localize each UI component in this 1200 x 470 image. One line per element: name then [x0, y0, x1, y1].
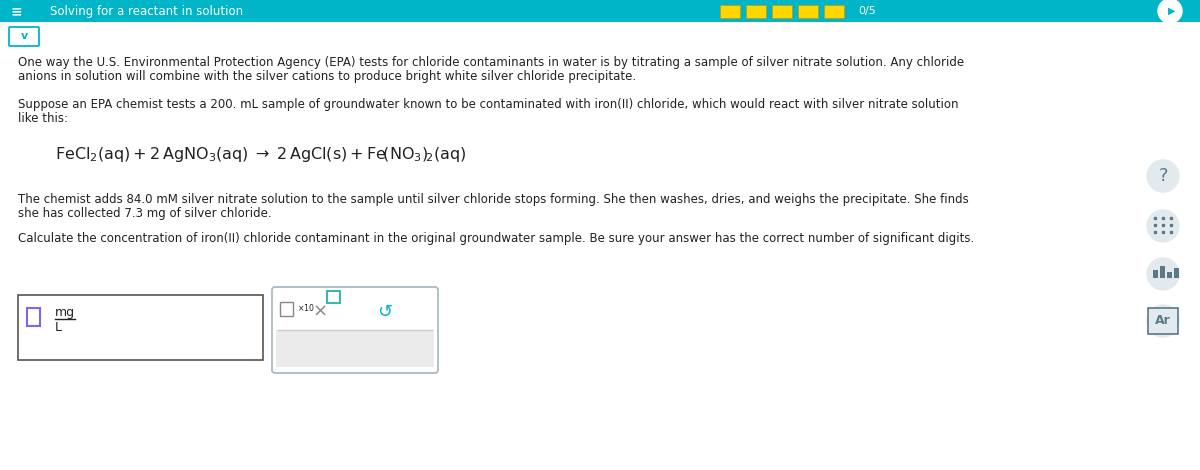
Bar	[1166, 272, 1172, 278]
Text: Calculate the concentration of iron(II) chloride contaminant in the original gro: Calculate the concentration of iron(II) …	[18, 232, 974, 245]
FancyBboxPatch shape	[272, 287, 438, 373]
Bar	[280, 302, 293, 316]
Circle shape	[1147, 305, 1178, 337]
Bar	[1153, 270, 1158, 278]
Text: mg: mg	[55, 306, 76, 319]
Bar	[326, 291, 340, 303]
Circle shape	[1147, 210, 1178, 242]
FancyBboxPatch shape	[10, 27, 38, 46]
Text: One way the U.S. Environmental Protection Agency (EPA) tests for chloride contam: One way the U.S. Environmental Protectio…	[18, 56, 964, 69]
Circle shape	[1147, 160, 1178, 192]
Text: she has collected 7.3 mg of silver chloride.: she has collected 7.3 mg of silver chlor…	[18, 207, 271, 220]
Text: ≡: ≡	[10, 4, 22, 18]
Text: v: v	[20, 31, 28, 41]
Bar	[746, 5, 766, 18]
FancyBboxPatch shape	[1148, 308, 1178, 334]
Text: ×: ×	[312, 303, 328, 321]
Text: The chemist adds 84.0 mM silver nitrate solution to the sample until silver chlo: The chemist adds 84.0 mM silver nitrate …	[18, 193, 968, 206]
Text: $_{\times 10}$: $_{\times 10}$	[298, 303, 314, 315]
Text: ↺: ↺	[378, 303, 392, 321]
Bar	[28, 308, 40, 326]
Text: 0/5: 0/5	[858, 6, 876, 16]
Text: Ar: Ar	[1156, 314, 1171, 328]
Bar	[276, 330, 434, 367]
Bar	[0, 0, 1200, 22]
Bar	[18, 295, 263, 360]
Bar	[798, 5, 818, 18]
Bar	[720, 5, 740, 18]
Text: anions in solution will combine with the silver cations to produce bright white : anions in solution will combine with the…	[18, 70, 636, 83]
Bar	[1174, 268, 1178, 278]
Text: Solving for a reactant in solution: Solving for a reactant in solution	[50, 5, 244, 17]
Text: ▶: ▶	[1169, 6, 1176, 16]
Text: L: L	[55, 321, 62, 334]
Bar	[772, 5, 792, 18]
Text: like this:: like this:	[18, 112, 68, 125]
Text: Suppose an EPA chemist tests a 200. mL sample of groundwater known to be contami: Suppose an EPA chemist tests a 200. mL s…	[18, 98, 959, 111]
Circle shape	[1147, 258, 1178, 290]
Text: ?: ?	[1158, 167, 1168, 185]
Circle shape	[1158, 0, 1182, 23]
Text: $\mathrm{FeCl_2(aq) + 2\,AgNO_3(aq) \;\rightarrow\; 2\,AgCl(s) + Fe\!\left(NO_3\: $\mathrm{FeCl_2(aq) + 2\,AgNO_3(aq) \;\r…	[55, 146, 467, 164]
Bar	[824, 5, 844, 18]
Bar	[1160, 266, 1165, 278]
